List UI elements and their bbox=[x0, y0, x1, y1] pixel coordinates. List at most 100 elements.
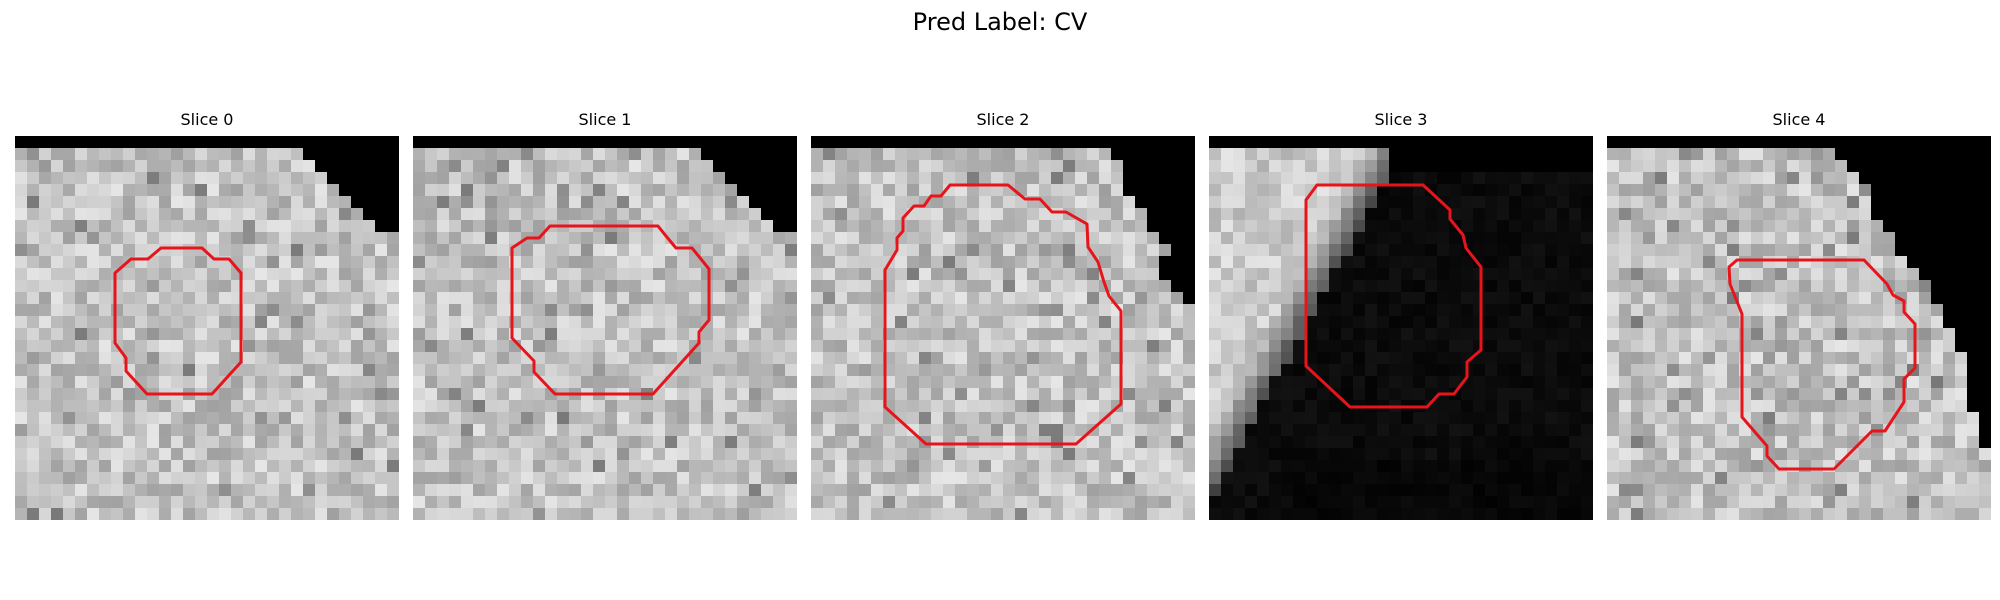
ct-pixel bbox=[39, 304, 52, 317]
ct-pixel bbox=[629, 244, 642, 257]
ct-pixel bbox=[521, 256, 534, 269]
ct-pixel bbox=[1099, 232, 1112, 245]
ct-pixel bbox=[665, 280, 678, 293]
ct-pixel bbox=[461, 184, 474, 197]
ct-pixel bbox=[1003, 136, 1016, 149]
ct-pixel bbox=[1703, 316, 1716, 329]
ct-pixel bbox=[449, 364, 462, 377]
ct-pixel bbox=[1245, 316, 1258, 329]
ct-pixel bbox=[1703, 232, 1716, 245]
ct-pixel bbox=[1473, 424, 1486, 437]
ct-pixel bbox=[1703, 268, 1716, 281]
ct-pixel bbox=[327, 136, 340, 149]
ct-pixel bbox=[1159, 376, 1172, 389]
ct-pixel bbox=[231, 460, 244, 473]
ct-pixel bbox=[761, 340, 774, 353]
ct-pixel bbox=[171, 436, 184, 449]
ct-pixel bbox=[51, 304, 64, 317]
ct-pixel bbox=[1557, 280, 1570, 293]
ct-pixel bbox=[1943, 400, 1956, 413]
ct-pixel bbox=[1667, 160, 1680, 173]
ct-pixel bbox=[1075, 484, 1088, 497]
ct-pixel bbox=[677, 244, 690, 257]
ct-pixel bbox=[27, 400, 40, 413]
ct-pixel bbox=[339, 424, 352, 437]
ct-pixel bbox=[327, 496, 340, 509]
ct-pixel bbox=[1619, 268, 1632, 281]
ct-pixel bbox=[1619, 340, 1632, 353]
ct-pixel bbox=[847, 376, 860, 389]
ct-pixel bbox=[171, 292, 184, 305]
ct-pixel bbox=[1003, 292, 1016, 305]
ct-pixel bbox=[1425, 340, 1438, 353]
ct-pixel bbox=[1063, 472, 1076, 485]
ct-pixel bbox=[1063, 364, 1076, 377]
ct-pixel bbox=[1365, 220, 1378, 233]
ct-pixel bbox=[1943, 196, 1956, 209]
ct-pixel bbox=[1437, 316, 1450, 329]
ct-pixel bbox=[1221, 400, 1234, 413]
ct-pixel bbox=[1473, 292, 1486, 305]
ct-pixel bbox=[749, 316, 762, 329]
ct-pixel bbox=[1691, 424, 1704, 437]
ct-pixel bbox=[1691, 148, 1704, 161]
ct-pixel bbox=[1545, 364, 1558, 377]
ct-pixel bbox=[629, 412, 642, 425]
ct-pixel bbox=[1763, 244, 1776, 257]
ct-pixel bbox=[725, 208, 738, 221]
ct-pixel bbox=[99, 316, 112, 329]
ct-pixel bbox=[1751, 172, 1764, 185]
ct-pixel bbox=[931, 508, 944, 520]
ct-pixel bbox=[955, 448, 968, 461]
ct-pixel bbox=[653, 268, 666, 281]
ct-pixel bbox=[1147, 244, 1160, 257]
ct-pixel bbox=[823, 244, 836, 257]
ct-pixel bbox=[979, 412, 992, 425]
ct-pixel bbox=[1183, 496, 1195, 509]
ct-pixel bbox=[1257, 424, 1270, 437]
ct-pixel bbox=[291, 376, 304, 389]
ct-pixel bbox=[1485, 400, 1498, 413]
ct-pixel bbox=[1715, 256, 1728, 269]
ct-pixel bbox=[1823, 268, 1836, 281]
ct-pixel bbox=[461, 136, 474, 149]
ct-pixel bbox=[1715, 268, 1728, 281]
ct-pixel bbox=[279, 148, 292, 161]
ct-pixel bbox=[677, 256, 690, 269]
ct-pixel bbox=[641, 412, 654, 425]
ct-pixel bbox=[509, 400, 522, 413]
ct-pixel bbox=[533, 304, 546, 317]
ct-pixel bbox=[425, 364, 438, 377]
ct-pixel bbox=[1281, 340, 1294, 353]
ct-pixel bbox=[653, 436, 666, 449]
ct-pixel bbox=[1679, 172, 1692, 185]
ct-pixel bbox=[243, 208, 256, 221]
ct-pixel bbox=[1087, 508, 1100, 520]
ct-pixel bbox=[1257, 364, 1270, 377]
ct-pixel bbox=[773, 208, 786, 221]
ct-pixel bbox=[665, 232, 678, 245]
ct-pixel bbox=[51, 136, 64, 149]
ct-pixel bbox=[1123, 196, 1136, 209]
ct-pixel bbox=[425, 244, 438, 257]
ct-pixel bbox=[1293, 220, 1306, 233]
ct-pixel bbox=[629, 196, 642, 209]
ct-pixel bbox=[785, 304, 797, 317]
ct-pixel bbox=[159, 148, 172, 161]
ct-pixel bbox=[979, 472, 992, 485]
ct-pixel bbox=[919, 484, 932, 497]
ct-pixel bbox=[327, 352, 340, 365]
ct-pixel bbox=[1039, 316, 1052, 329]
ct-pixel bbox=[629, 472, 642, 485]
ct-pixel bbox=[1557, 388, 1570, 401]
ct-pixel bbox=[147, 160, 160, 173]
ct-pixel bbox=[303, 496, 316, 509]
ct-pixel bbox=[1919, 364, 1932, 377]
ct-pixel bbox=[1509, 448, 1522, 461]
ct-pixel bbox=[713, 508, 726, 520]
ct-pixel bbox=[859, 364, 872, 377]
ct-pixel bbox=[135, 136, 148, 149]
ct-pixel bbox=[617, 196, 630, 209]
ct-pixel bbox=[327, 448, 340, 461]
ct-pixel bbox=[473, 256, 486, 269]
